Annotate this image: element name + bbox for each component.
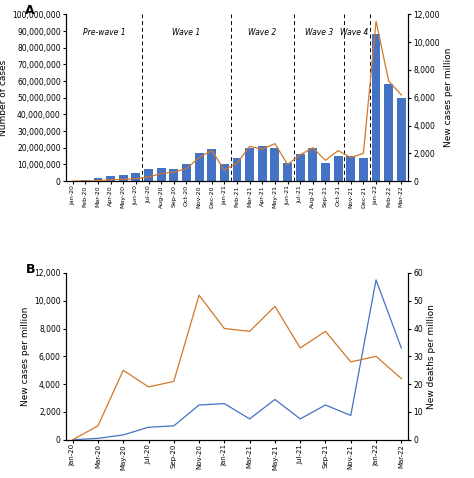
Bar	[346, 156, 355, 181]
Bar	[106, 176, 115, 181]
Bar	[157, 168, 165, 181]
Bar	[207, 150, 216, 181]
Bar	[271, 148, 279, 181]
Text: Wave 2: Wave 2	[248, 28, 276, 37]
Y-axis label: New cases per million: New cases per million	[444, 48, 453, 147]
Text: B: B	[26, 263, 35, 276]
Y-axis label: Number of cases: Number of cases	[0, 60, 8, 136]
Bar	[119, 175, 128, 181]
Y-axis label: New cases per million: New cases per million	[21, 307, 30, 406]
Text: Wave 3: Wave 3	[305, 28, 333, 37]
Bar	[131, 173, 140, 181]
Bar	[283, 163, 292, 181]
Text: A: A	[26, 4, 35, 17]
Bar	[195, 153, 203, 181]
Bar	[321, 163, 330, 181]
Bar	[397, 98, 406, 181]
Bar	[245, 148, 254, 181]
Bar	[309, 148, 317, 181]
Bar	[169, 169, 178, 181]
Bar	[384, 85, 393, 181]
Legend: Number of cases, New cases per million: Number of cases, New cases per million	[132, 272, 342, 288]
Bar	[182, 164, 191, 181]
Bar	[81, 180, 90, 181]
Bar	[93, 178, 102, 181]
Bar	[359, 158, 368, 181]
Bar	[144, 170, 153, 181]
Bar	[334, 156, 343, 181]
Y-axis label: New deaths per million: New deaths per million	[427, 304, 436, 409]
Bar	[258, 146, 267, 181]
Bar	[233, 158, 241, 181]
Text: Pre-wave 1: Pre-wave 1	[83, 28, 126, 37]
Bar	[296, 154, 305, 181]
Bar	[220, 164, 229, 181]
Text: Wave 4: Wave 4	[340, 28, 369, 37]
Text: Wave 1: Wave 1	[173, 28, 201, 37]
Bar	[372, 34, 381, 181]
